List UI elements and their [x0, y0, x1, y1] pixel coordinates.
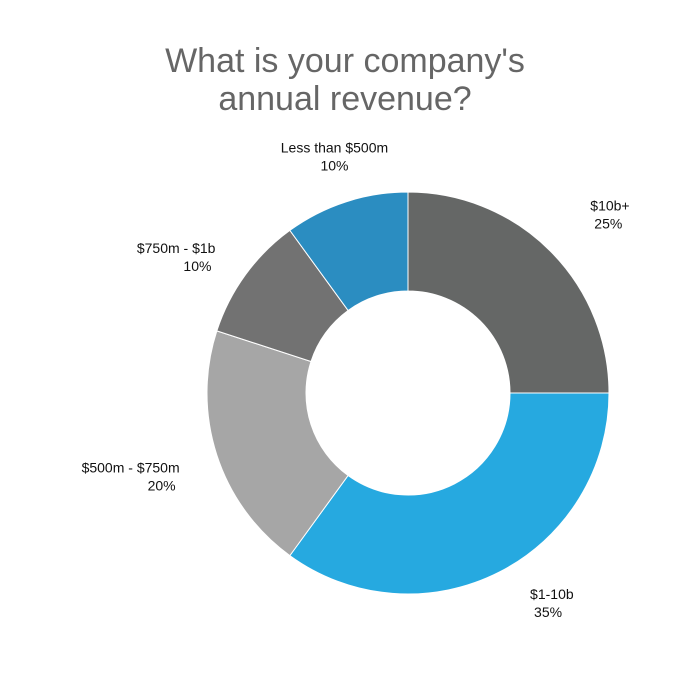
slice-labels: $10b+ 25% $1-10b 35% $500m - $750m 20% $750m -… [82, 140, 630, 620]
chart-title-line-2: annual revenue? [218, 80, 471, 118]
slice-0 [407, 191, 610, 394]
slice-label-3: $750m - $1b 10% [137, 240, 216, 274]
slice-4 [289, 191, 409, 312]
slice-category-label: $10b+ [590, 198, 629, 214]
slice-label-0: $10b+ 25% [590, 198, 629, 232]
slice-category-label: Less than $500m [281, 140, 388, 156]
chart-title-line-1: What is your company's [165, 42, 525, 80]
slice-value-label: 10% [320, 158, 348, 174]
slice-category-label: $1-10b [530, 586, 574, 602]
donut-slices [206, 191, 610, 595]
slice-category-label: $500m - $750m [82, 460, 180, 476]
slice-2 [206, 330, 349, 557]
slice-value-label: 20% [148, 478, 176, 494]
slice-label-4: Less than $500m 10% [281, 140, 388, 174]
slice-value-label: 10% [183, 258, 211, 274]
slice-value-label: 35% [534, 604, 562, 620]
slice-label-2: $500m - $750m 20% [82, 460, 180, 494]
slice-value-label: 25% [594, 216, 622, 232]
slice-1 [289, 392, 610, 595]
slice-category-label: $750m - $1b [137, 240, 216, 256]
slice-label-1: $1-10b 35% [530, 586, 574, 620]
chart-title: What is your company's annual revenue? [165, 42, 525, 118]
